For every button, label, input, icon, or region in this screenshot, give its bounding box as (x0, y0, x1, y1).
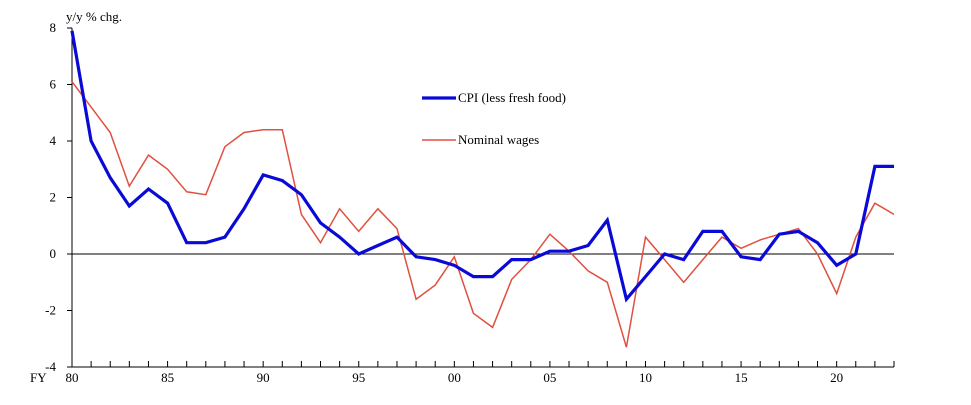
y-tick-label: 2 (50, 190, 57, 205)
series-line-nominal-wages (71, 81, 895, 348)
y-tick-label: 8 (50, 20, 57, 35)
x-tick-label: 80 (66, 370, 79, 385)
y-tick-label: 6 (50, 77, 57, 92)
x-tick-label: 05 (543, 370, 556, 385)
tick-marks (67, 27, 895, 368)
axes (71, 28, 894, 368)
legend-label-nominal-wages: Nominal wages (458, 132, 539, 147)
series-line-cpi (70, 30, 894, 303)
x-tick-label: 90 (257, 370, 270, 385)
legend: CPI (less fresh food) Nominal wages (422, 90, 566, 147)
legend-label-cpi: CPI (less fresh food) (458, 90, 566, 105)
series-lines (70, 30, 895, 348)
x-axis-prefix: FY (30, 370, 47, 385)
x-tick-label: 15 (735, 370, 748, 385)
x-tick-label: 85 (161, 370, 174, 385)
y-tick-label: -2 (45, 303, 56, 318)
y-tick-label: 4 (50, 133, 57, 148)
y-axis-title: y/y % chg. (66, 9, 122, 24)
x-tick-label: 10 (639, 370, 652, 385)
x-tick-label: 20 (830, 370, 843, 385)
y-tick-label: 0 (50, 246, 57, 261)
x-tick-label: 95 (352, 370, 365, 385)
x-tick-label: 00 (448, 370, 461, 385)
y-tick-label: -4 (45, 359, 56, 374)
